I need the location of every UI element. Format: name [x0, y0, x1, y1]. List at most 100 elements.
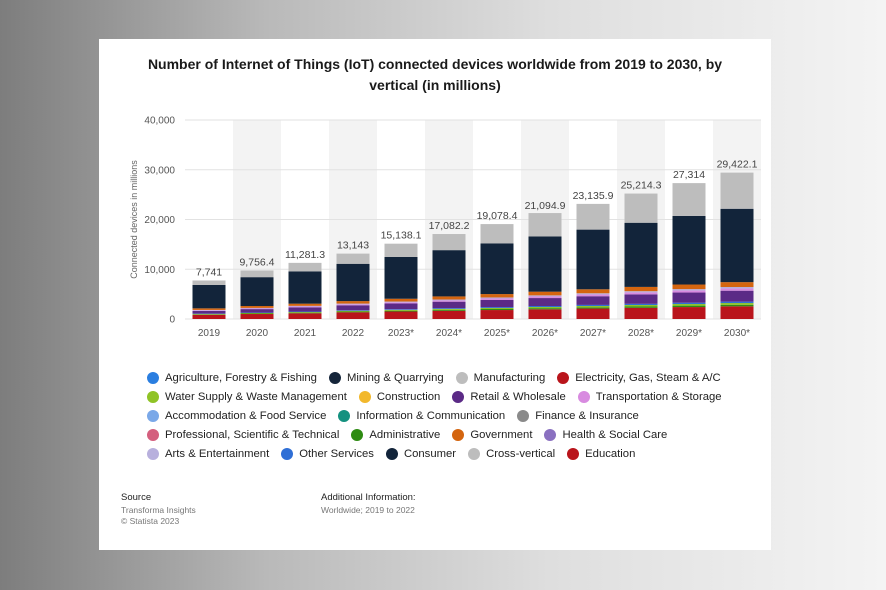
legend-item[interactable]: Finance & Insurance — [517, 409, 639, 423]
legend-label: Cross-vertical — [486, 448, 556, 460]
data-label: 19,078.4 — [477, 210, 518, 222]
bar-segment — [720, 172, 754, 209]
bar-segment — [336, 263, 370, 302]
bar-segment — [480, 299, 514, 308]
legend-item[interactable]: Water Supply & Waste Management — [147, 390, 347, 404]
bar-segment — [192, 284, 226, 309]
bar-segment — [432, 301, 466, 309]
data-label: 15,138.1 — [381, 230, 422, 242]
bar-segment — [288, 307, 322, 312]
legend-label: Electricity, Gas, Steam & A/C — [575, 372, 721, 384]
legend-label: Education — [585, 448, 636, 460]
bar-segment — [528, 309, 562, 319]
bar-segment — [384, 301, 418, 303]
legend-item[interactable]: Government — [452, 428, 532, 442]
bar-segment — [528, 308, 562, 310]
bar-segment — [432, 300, 466, 302]
legend-item[interactable]: Mining & Quarrying — [328, 371, 444, 385]
legend-swatch — [147, 429, 159, 441]
bar-segment — [720, 304, 754, 307]
legend-label: Information & Communication — [356, 410, 506, 422]
bar-segment — [720, 208, 754, 283]
bar-segment — [720, 306, 754, 319]
bar-segment — [672, 305, 706, 308]
bar-segment — [480, 294, 514, 298]
bar-segment — [528, 291, 562, 296]
bar-segment — [720, 282, 754, 288]
bar-segment — [288, 262, 322, 272]
legend-item[interactable]: Transportation & Storage — [577, 390, 722, 404]
bar-segment — [192, 280, 226, 285]
bar-segment — [384, 243, 418, 257]
bar-segment — [240, 309, 274, 313]
legend-label: Water Supply & Waste Management — [165, 391, 347, 403]
bar-segment — [480, 307, 514, 309]
bar-segment — [672, 307, 706, 319]
legend-item[interactable]: Agriculture, Forestry & Fishing — [147, 371, 317, 385]
data-label: 9,756.4 — [239, 256, 274, 268]
bar-segment — [192, 314, 226, 319]
bar-segment — [672, 289, 706, 291]
x-tick-label: 2029* — [676, 328, 702, 339]
bar-segment — [288, 303, 322, 306]
legend-item[interactable]: Cross-vertical — [468, 447, 555, 461]
legend-item[interactable]: Professional, Scientific & Technical — [147, 428, 339, 442]
bar-segment — [480, 297, 514, 299]
bar-segment — [432, 308, 466, 310]
bar-segment — [624, 222, 658, 287]
legend-item[interactable]: Administrative — [351, 428, 440, 442]
bar-segment — [336, 305, 370, 311]
legend-swatch — [147, 391, 159, 403]
bar-segment — [624, 306, 658, 308]
legend-item[interactable]: Other Services — [281, 447, 374, 461]
bar-segment — [528, 296, 562, 299]
bar-segment — [576, 308, 610, 319]
bar-segment — [192, 308, 226, 310]
chart: Number of Internet of Things (IoT) conne… — [129, 56, 761, 339]
legend-swatch — [577, 391, 590, 403]
bar-segment — [432, 299, 466, 301]
bar-segment — [432, 296, 466, 300]
bar-segment — [336, 310, 370, 311]
bar-segment — [720, 301, 754, 304]
legend-item[interactable]: Construction — [358, 390, 441, 404]
bar-segment — [576, 293, 610, 295]
bar-segment — [480, 308, 514, 310]
bar-segment — [240, 313, 274, 315]
additional-info-heading: Additional Information: — [321, 492, 416, 503]
x-tick-label: 2027* — [580, 328, 606, 339]
bar-segment — [240, 306, 274, 308]
bar-segment — [624, 305, 658, 307]
bar-segment — [288, 306, 322, 308]
legend-item[interactable]: Education — [567, 447, 635, 461]
legend-swatch — [455, 372, 468, 384]
legend-item[interactable]: Electricity, Gas, Steam & A/C — [557, 371, 721, 385]
legend-label: Health & Social Care — [562, 429, 668, 441]
legend-label: Professional, Scientific & Technical — [165, 429, 340, 441]
legend-label: Manufacturing — [473, 372, 546, 384]
legend-item[interactable]: Consumer — [385, 447, 456, 461]
legend-item[interactable]: Health & Social Care — [544, 428, 667, 442]
legend-item[interactable]: Manufacturing — [455, 371, 546, 385]
legend-label: Construction — [376, 391, 441, 403]
y-tick-label: 20,000 — [144, 215, 175, 226]
bar-segment — [336, 312, 370, 319]
bar-segment — [624, 193, 658, 223]
bar-segment — [240, 308, 274, 310]
legend-item[interactable]: Arts & Entertainment — [147, 447, 269, 461]
bar-segment — [528, 295, 562, 297]
bar-segment — [576, 289, 610, 294]
legend-item[interactable]: Information & Communication — [338, 409, 505, 423]
bar-segment — [720, 287, 754, 289]
bar-segment — [480, 224, 514, 244]
legend-swatch — [328, 372, 341, 384]
bar-segment — [624, 307, 658, 319]
legend-item[interactable]: Retail & Wholesale — [452, 390, 566, 404]
y-tick-label: 30,000 — [144, 165, 175, 176]
data-label: 29,422.1 — [717, 159, 758, 171]
additional-info-block: Additional Information: Worldwide; 2019 … — [321, 492, 416, 516]
bar-segment — [384, 309, 418, 311]
legend-item[interactable]: Accommodation & Food Service — [147, 409, 326, 423]
bar-segment — [432, 310, 466, 319]
bar-segment — [288, 312, 322, 314]
